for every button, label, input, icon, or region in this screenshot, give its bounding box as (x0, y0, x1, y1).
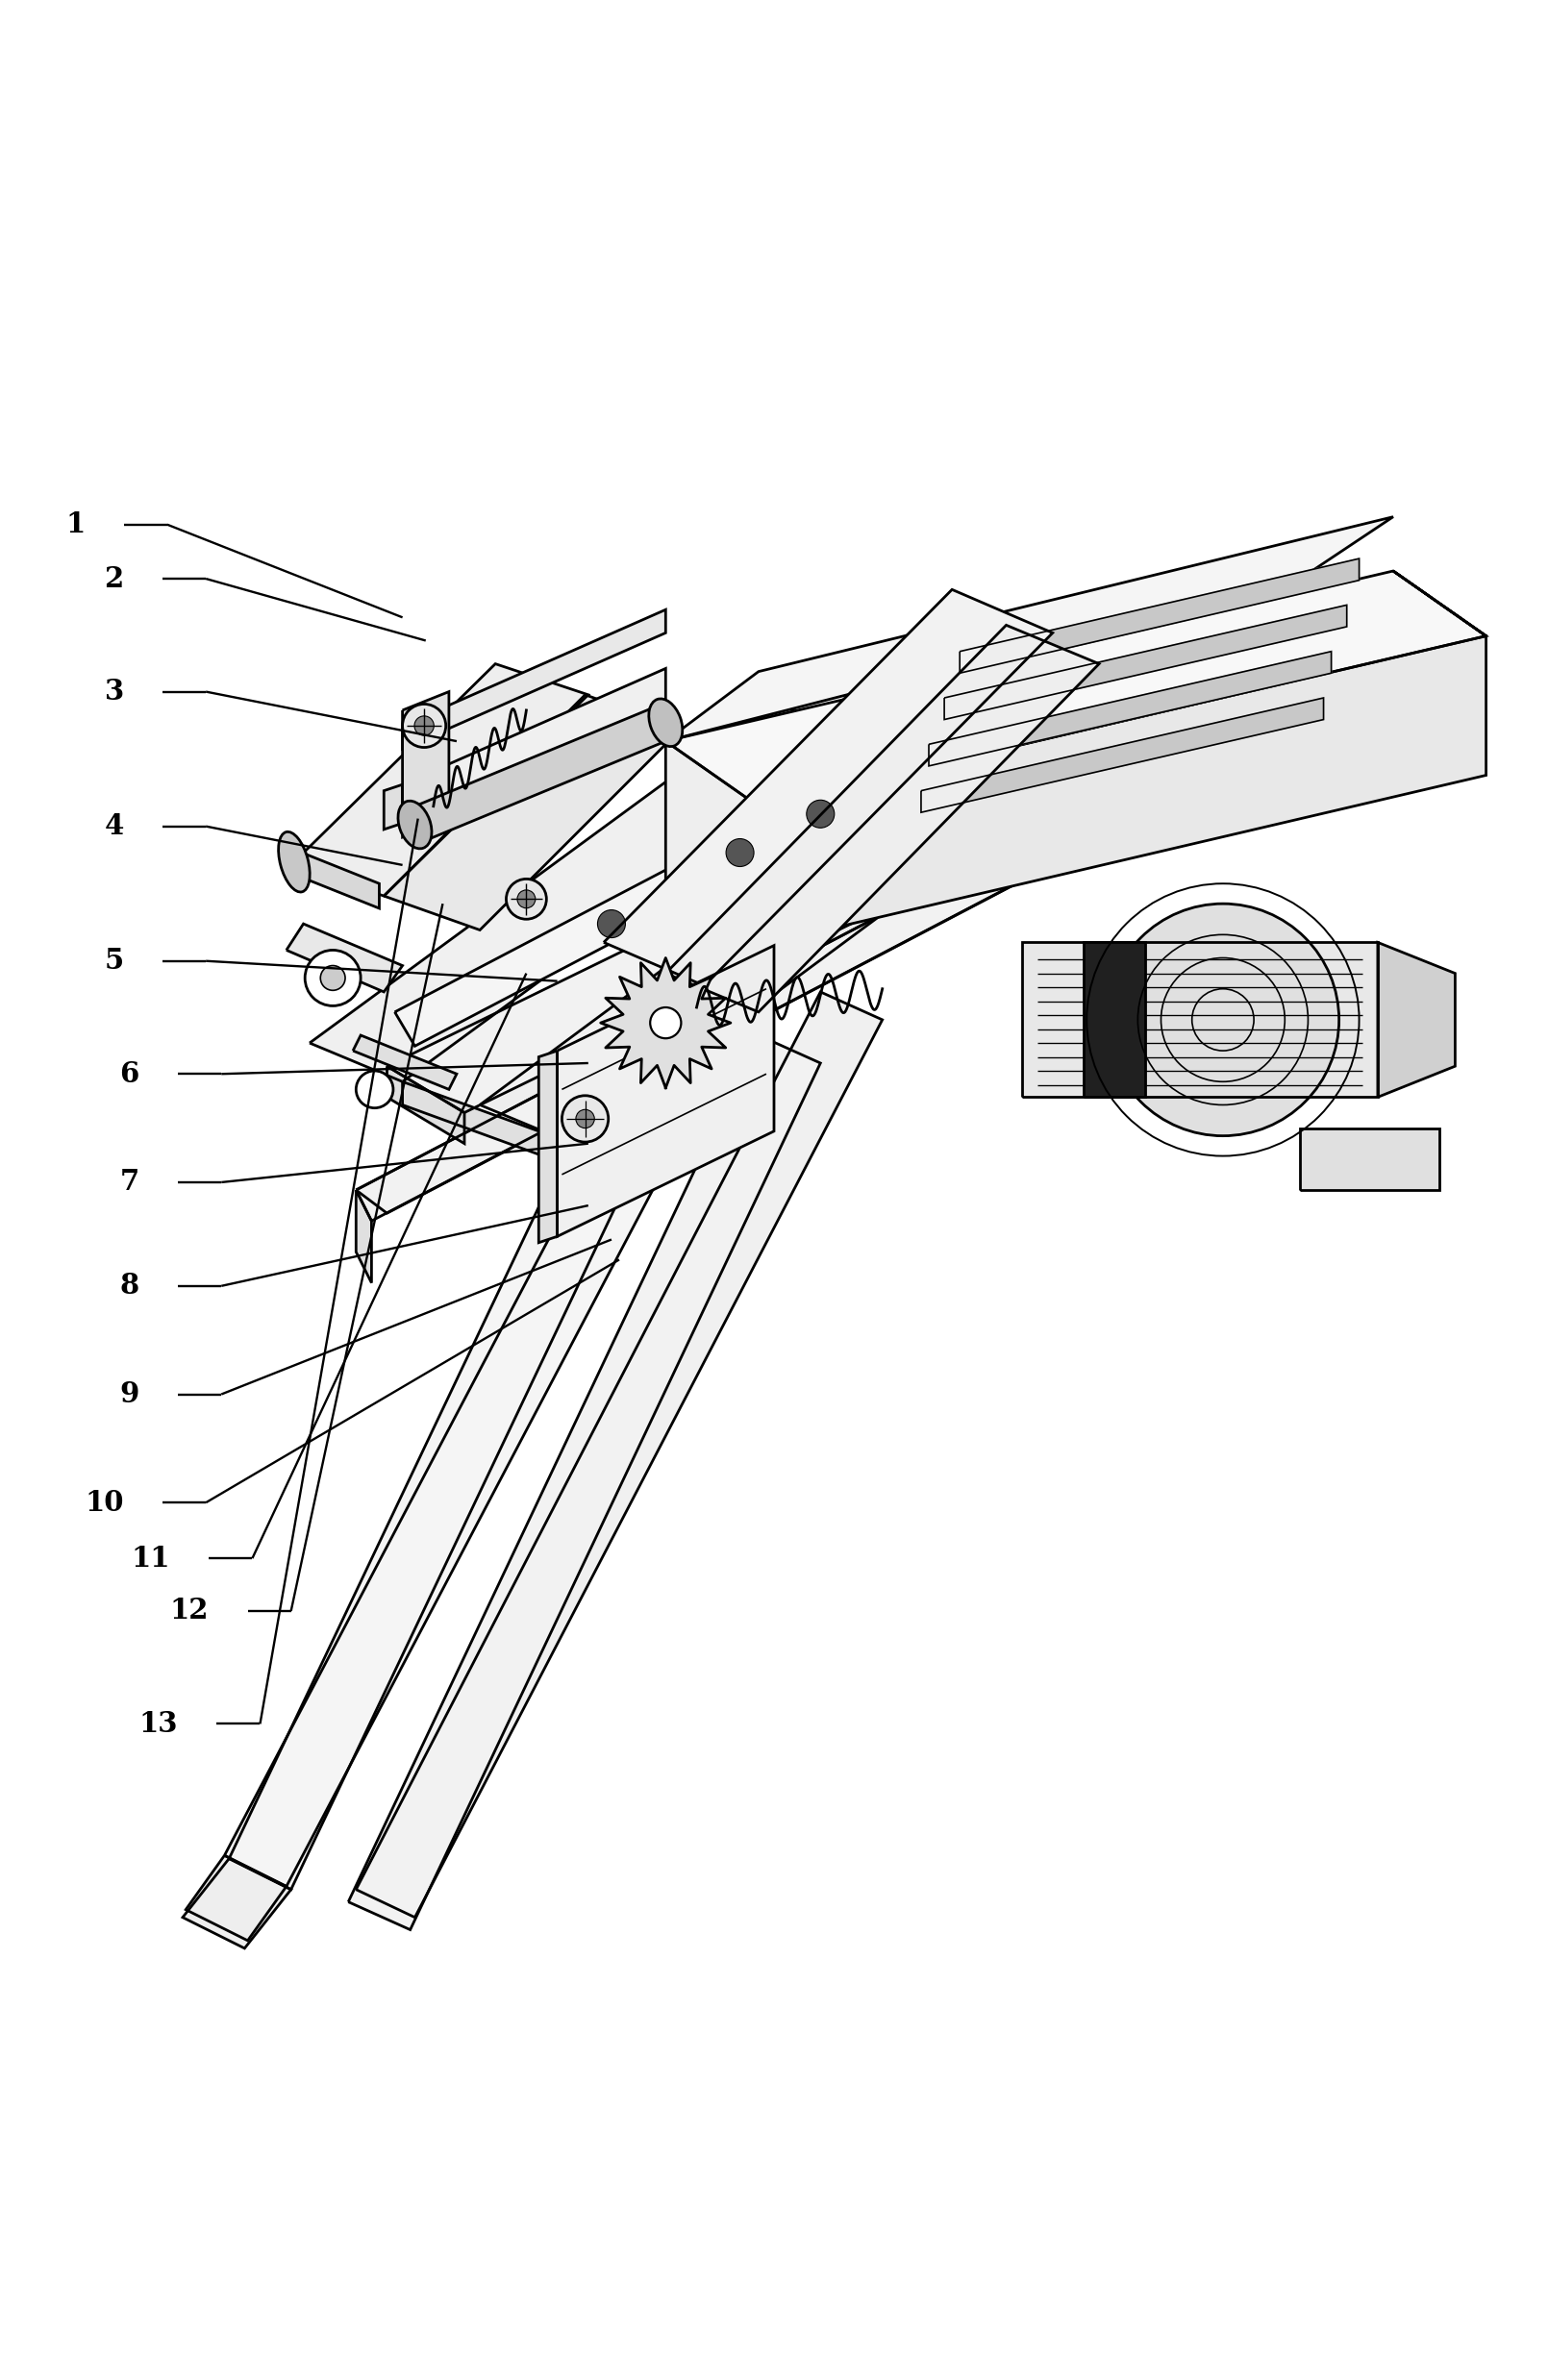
Polygon shape (1053, 740, 1130, 819)
Text: 6: 6 (119, 1059, 139, 1088)
Ellipse shape (649, 700, 683, 747)
Polygon shape (356, 1190, 372, 1283)
Polygon shape (402, 693, 449, 838)
Polygon shape (1022, 942, 1378, 1097)
Polygon shape (294, 850, 379, 909)
Polygon shape (539, 1050, 557, 1242)
Circle shape (576, 1109, 594, 1128)
Text: 13: 13 (139, 1709, 178, 1737)
Polygon shape (759, 635, 1486, 945)
Polygon shape (356, 850, 1022, 1221)
Polygon shape (310, 702, 867, 1081)
Polygon shape (286, 923, 402, 992)
Polygon shape (291, 664, 588, 895)
Polygon shape (666, 740, 759, 945)
Polygon shape (960, 559, 1359, 674)
Polygon shape (356, 992, 882, 1918)
Ellipse shape (279, 831, 310, 892)
Polygon shape (601, 957, 731, 1088)
Polygon shape (183, 1859, 291, 1949)
Circle shape (305, 950, 361, 1007)
Polygon shape (666, 516, 1393, 740)
Polygon shape (666, 571, 1486, 807)
Text: 1: 1 (65, 512, 85, 538)
Polygon shape (557, 945, 774, 1238)
Polygon shape (353, 1035, 457, 1090)
Polygon shape (356, 850, 1037, 1214)
Polygon shape (1378, 942, 1455, 1097)
Polygon shape (666, 626, 1099, 1012)
Polygon shape (604, 590, 1053, 985)
Polygon shape (186, 1856, 286, 1940)
Circle shape (356, 1071, 393, 1109)
Polygon shape (944, 605, 1347, 719)
Polygon shape (480, 771, 1022, 1142)
Text: 3: 3 (104, 678, 124, 704)
Circle shape (506, 878, 546, 919)
Circle shape (650, 1007, 681, 1038)
Circle shape (320, 966, 345, 990)
Polygon shape (402, 609, 666, 750)
Text: 8: 8 (119, 1271, 139, 1299)
Polygon shape (1393, 571, 1486, 635)
Text: 9: 9 (119, 1380, 139, 1409)
Polygon shape (415, 702, 666, 845)
Text: 4: 4 (104, 812, 124, 840)
Circle shape (807, 800, 834, 828)
Polygon shape (384, 785, 402, 828)
Polygon shape (348, 1035, 820, 1930)
Text: 12: 12 (170, 1597, 209, 1626)
Circle shape (402, 704, 446, 747)
Polygon shape (395, 678, 1050, 1047)
Circle shape (1107, 904, 1339, 1135)
Polygon shape (921, 697, 1324, 812)
Circle shape (517, 890, 536, 909)
Polygon shape (402, 669, 666, 823)
Polygon shape (384, 695, 681, 931)
Circle shape (415, 716, 433, 735)
Polygon shape (224, 957, 759, 1887)
Circle shape (726, 838, 754, 866)
Text: 5: 5 (104, 947, 124, 976)
Polygon shape (402, 1081, 573, 1166)
Text: 11: 11 (132, 1545, 170, 1573)
Ellipse shape (398, 802, 432, 850)
Text: 10: 10 (85, 1488, 124, 1516)
Polygon shape (229, 988, 704, 1890)
Circle shape (598, 909, 625, 938)
Polygon shape (1300, 1128, 1440, 1190)
Text: 2: 2 (104, 564, 124, 593)
Polygon shape (387, 1066, 464, 1142)
Polygon shape (1084, 942, 1146, 1097)
Circle shape (562, 1095, 608, 1142)
Polygon shape (387, 740, 1130, 1111)
Text: 7: 7 (119, 1169, 139, 1197)
Polygon shape (929, 652, 1331, 766)
